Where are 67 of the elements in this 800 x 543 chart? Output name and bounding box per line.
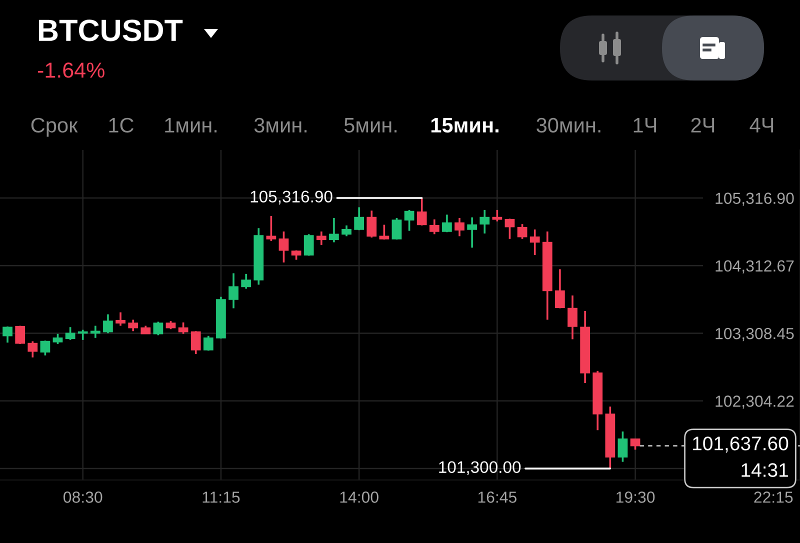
- chart-title: BTCUSDT: [39, 20, 183, 42]
- candlestick: [90, 324, 100, 339]
- candlestick: [568, 294, 578, 340]
- text: 1Ч: [634, 118, 656, 132]
- x-tick-label: 11:15: [202, 492, 240, 503]
- x-tick-label: 14:00: [340, 492, 378, 503]
- candlestick: [65, 326, 76, 341]
- candlestick: [392, 217, 402, 240]
- ref-line-label: 101,637.60 14:31: [693, 436, 788, 477]
- candlestick: [467, 216, 478, 249]
- x-tick-label: 08:30: [64, 492, 102, 503]
- text: 5мин.: [344, 118, 397, 133]
- candlestick: [116, 311, 126, 327]
- candlestick: [454, 217, 464, 238]
- y-tick-label: 105,316.90: [716, 192, 794, 206]
- x-tick-label: 16:45: [478, 492, 516, 503]
- candlestick: [28, 340, 38, 358]
- candlestick: [429, 218, 440, 236]
- candlestick: [304, 233, 314, 257]
- candlestick: [480, 209, 490, 234]
- candlestick: [153, 320, 164, 336]
- candlestick: [442, 214, 452, 234]
- candlestick: [128, 318, 138, 332]
- candlestick: [555, 268, 565, 310]
- text: 2Ч: [691, 118, 714, 132]
- candlestick: [316, 230, 326, 246]
- candlestick: [266, 215, 276, 242]
- candlestick: [342, 224, 352, 238]
- candlestick: [630, 438, 640, 451]
- chart-subtitle: -1.64%: [38, 62, 104, 78]
- candlestick: [329, 217, 339, 244]
- candlestick: [52, 332, 63, 345]
- candlestick: [190, 330, 201, 355]
- text: 1мин.: [165, 118, 217, 132]
- candlestick: [15, 324, 26, 345]
- annotation: 105,316.90: [250, 190, 332, 204]
- candlestick: [2, 326, 12, 344]
- candlestick: [278, 230, 289, 264]
- candlestick: [504, 218, 515, 240]
- text: 3мин.: [254, 118, 307, 133]
- candlestick: [492, 209, 502, 222]
- text: 30мин.: [536, 118, 600, 133]
- candlestick: [416, 197, 427, 226]
- y-tick-label: 102,304.22: [716, 396, 794, 409]
- candlestick: [379, 224, 390, 240]
- y-tick-label: 104,312.67: [716, 260, 794, 274]
- candlestick: [404, 209, 414, 232]
- candlestick: [241, 273, 252, 290]
- x-tick-label: 19:30: [616, 492, 655, 503]
- text: 15мин.: [431, 118, 498, 133]
- candlestick: [530, 228, 540, 256]
- candlestick: [40, 340, 50, 356]
- text: 1С: [109, 118, 134, 133]
- candlestick: [354, 206, 364, 232]
- candlestick: [103, 313, 113, 334]
- candlestick: [178, 322, 188, 335]
- candlestick: [366, 210, 377, 238]
- y-tick-label: 103,308.45: [716, 328, 794, 342]
- candlestick: [618, 430, 628, 463]
- candlestick: [78, 328, 88, 341]
- text: Срок: [31, 118, 78, 137]
- candlestick: [203, 334, 214, 352]
- candlestick: [517, 223, 528, 240]
- candlestick: [228, 272, 238, 310]
- annotation: 101,300.00: [439, 461, 521, 475]
- text: 4Ч: [750, 118, 774, 132]
- x-tick-label: 22:15: [754, 492, 793, 503]
